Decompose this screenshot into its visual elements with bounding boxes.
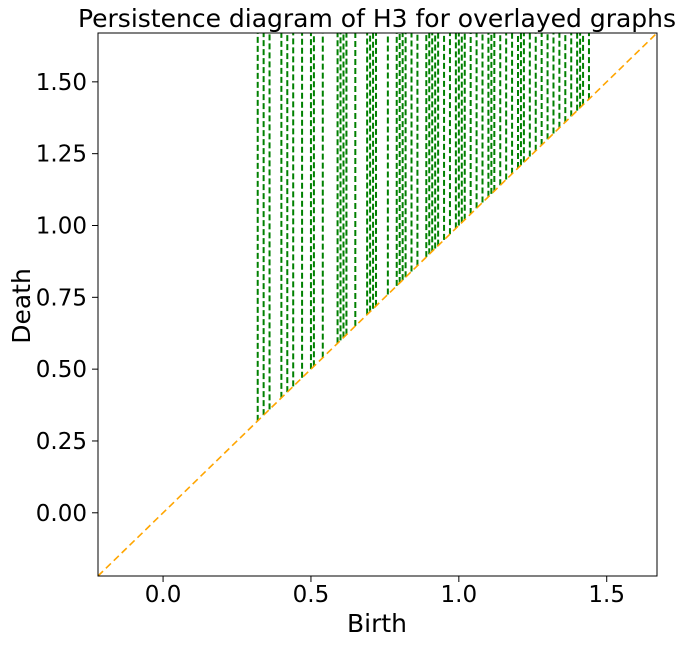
y-tick-label: 0.00 xyxy=(36,501,87,527)
y-axis-label: Death xyxy=(7,268,36,344)
y-tick-label: 0.75 xyxy=(36,285,87,311)
plot-frame xyxy=(97,32,658,577)
x-tick-label: 1.0 xyxy=(441,582,478,608)
x-tick-label: 0.5 xyxy=(293,582,330,608)
y-tick-label: 0.25 xyxy=(36,429,87,455)
axis-ticks: 0.0 0.5 1.0 1.5 0.00 0.25 0.50 0.75 1.00 1.25 1.50 xyxy=(36,70,625,608)
y-tick-label: 1.25 xyxy=(36,142,87,168)
x-tick-label: 0.0 xyxy=(145,582,182,608)
plot-area xyxy=(97,32,658,577)
y-tick-label: 1.50 xyxy=(36,70,87,96)
diagonal-line xyxy=(97,32,658,577)
y-tick-label: 0.50 xyxy=(36,357,87,383)
y-tick-label: 1.00 xyxy=(36,213,87,239)
x-tick-label: 1.5 xyxy=(588,582,625,608)
x-axis-label: Birth xyxy=(347,609,407,638)
chart-title: Persistence diagram of H3 for overlayed … xyxy=(78,4,676,33)
